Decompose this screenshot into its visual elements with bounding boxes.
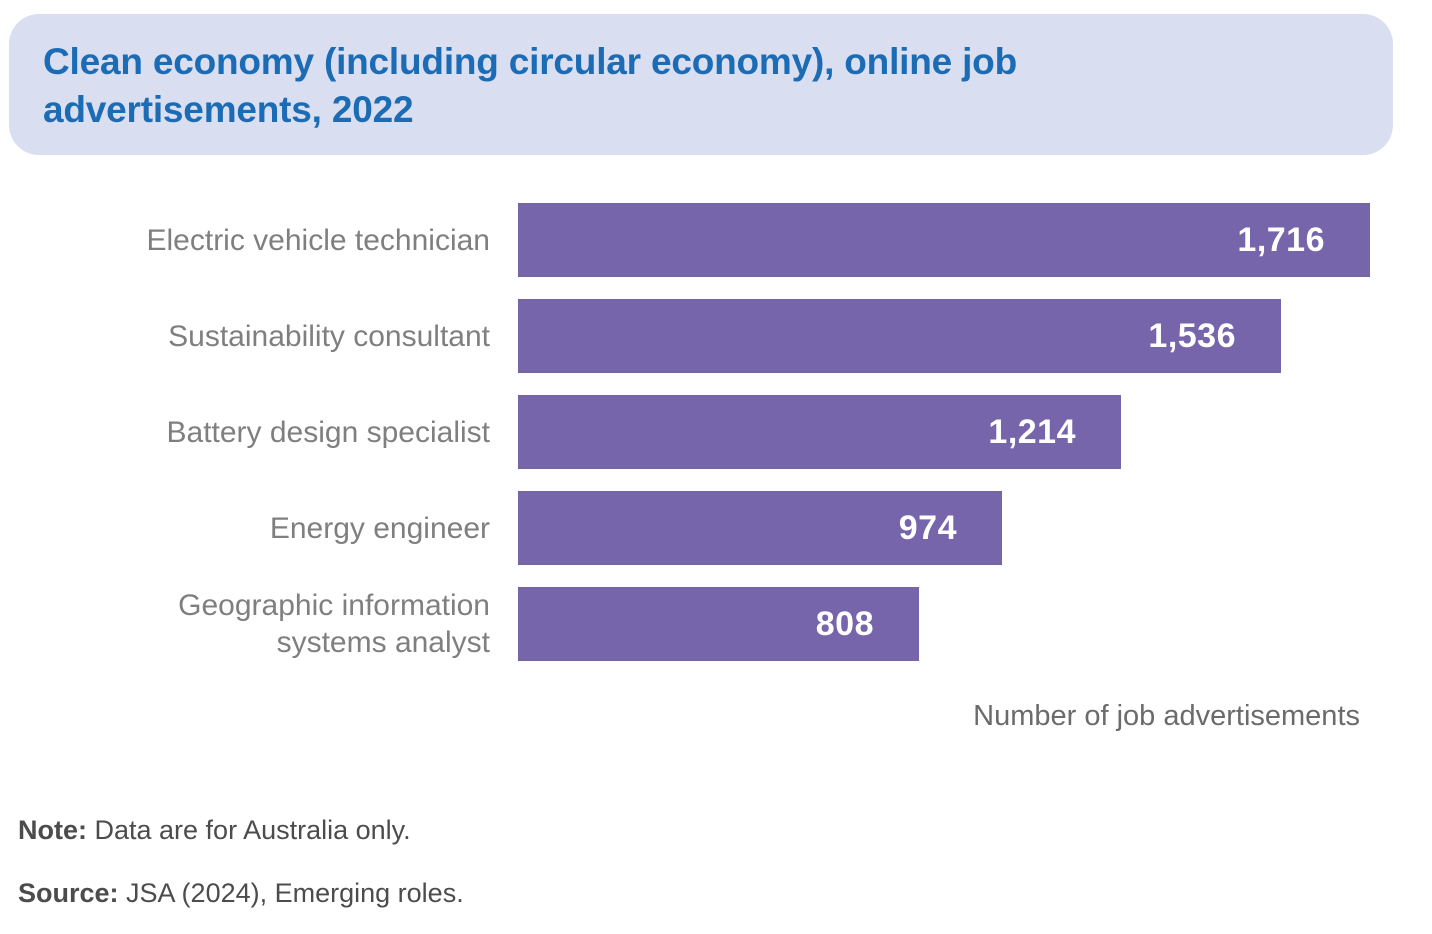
bar-chart: Electric vehicle technician 1,716 Sustaina… (0, 203, 1432, 763)
chart-title: Clean economy (including circular econom… (43, 41, 1017, 130)
bar-value-label: 1,716 (1237, 220, 1325, 259)
bar: 1,536 (518, 299, 1281, 373)
chart-source: Source: JSA (2024), Emerging roles. (18, 878, 464, 909)
category-label: Electric vehicle technician (146, 223, 491, 257)
category-label: Battery design specialist (166, 415, 491, 449)
bar: 1,716 (518, 203, 1370, 277)
chart-rows: Electric vehicle technician 1,716 Sustaina… (0, 203, 1432, 661)
source-text: JSA (2024), Emerging roles. (118, 878, 464, 908)
note-text: Data are for Australia only. (87, 815, 411, 845)
chart-row: Geographic information systems analyst 80… (0, 587, 1432, 661)
bar: 808 (518, 587, 919, 661)
bar: 1,214 (518, 395, 1121, 469)
x-axis-label: Number of job advertisements (973, 700, 1360, 732)
chart-row: Electric vehicle technician 1,716 (0, 203, 1432, 277)
bar-value-label: 1,536 (1148, 316, 1236, 355)
chart-row: Sustainability consultant 1,536 (0, 299, 1432, 373)
source-label: Source: (18, 878, 119, 908)
chart-note: Note: Data are for Australia only. (18, 815, 411, 846)
bar-value-label: 974 (898, 508, 957, 547)
note-label: Note: (18, 815, 87, 845)
category-label: Geographic information systems analyst (178, 589, 490, 659)
bar-value-label: 1,214 (988, 412, 1076, 451)
category-label: Sustainability consultant (168, 319, 490, 353)
title-banner: Clean economy (including circular econom… (9, 14, 1393, 155)
category-label: Energy engineer (269, 511, 490, 545)
bar: 974 (518, 491, 1002, 565)
chart-row: Battery design specialist 1,214 (0, 395, 1432, 469)
chart-row: Energy engineer 974 (0, 491, 1432, 565)
bar-value-label: 808 (815, 604, 874, 643)
